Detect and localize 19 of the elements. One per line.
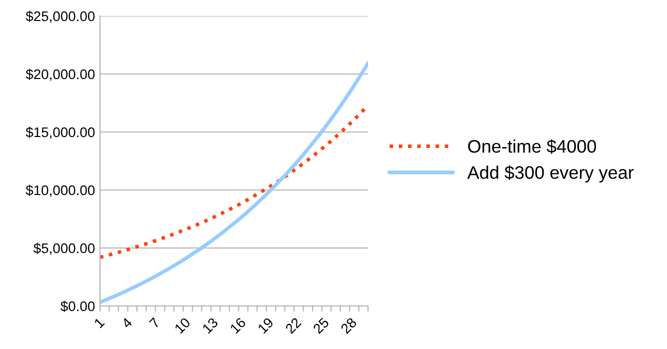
legend-label: One-time $4000 (468, 139, 596, 154)
y-tick-label: $25,000.00 (26, 10, 95, 23)
y-tick-label: $10,000.00 (26, 184, 95, 197)
x-tick-label: 19 (257, 317, 274, 334)
x-tick-label: 4 (121, 317, 133, 329)
x-tick-label: 10 (174, 317, 191, 334)
line-series (100, 61, 368, 304)
y-tick-label: $20,000.00 (26, 68, 95, 81)
x-tick-label: 25 (312, 317, 330, 334)
x-tick-label: 28 (340, 317, 358, 334)
x-tick-label: 22 (284, 317, 302, 334)
x-tick-label: 1 (94, 317, 105, 328)
x-tick-label: 13 (202, 317, 219, 334)
x-tick-label: 16 (230, 317, 246, 334)
legend-label: Add $300 every year (467, 165, 634, 182)
x-tick-label: 7 (149, 317, 160, 328)
y-tick-label: $5,000.00 (34, 242, 95, 255)
y-tick-label: $15,000.00 (26, 126, 95, 139)
y-tick-label: $0.00 (60, 300, 95, 312)
